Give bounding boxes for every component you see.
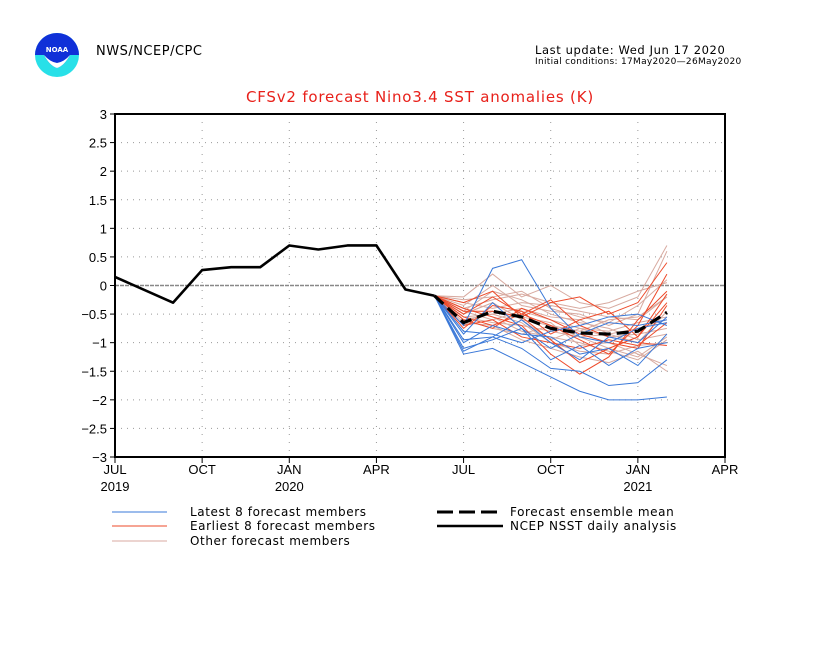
- other-member-line: [434, 295, 668, 344]
- y-axis: 3 2.5 2 1.5 1 0.5 0 −0.5 −1 −1.5 −2 −2.5 −3: [81, 107, 115, 465]
- x-tick-label: JUL: [452, 462, 475, 477]
- latest-member-line: [434, 295, 668, 344]
- y-tick-label: −0.5: [81, 307, 107, 322]
- x-axis: JUL 2019 OCT JAN 2020 APR JUL OCT JAN 2021 APR: [101, 457, 739, 494]
- x-tick-label: OCT: [188, 462, 216, 477]
- legend-label-latest: Latest 8 forecast members: [190, 505, 367, 519]
- organization-label: NWS/NCEP/CPC: [96, 44, 203, 59]
- earliest-member-line: [434, 295, 668, 349]
- y-tick-label: −2.5: [81, 421, 107, 436]
- ensemble-mean-line: [433, 294, 668, 336]
- x-tick-year-label: 2020: [275, 479, 304, 494]
- analysis-line: [114, 244, 435, 304]
- earliest-member-line: [434, 262, 668, 318]
- latest-member-line: [434, 295, 668, 349]
- legend-label-mean: Forecast ensemble mean: [510, 505, 674, 519]
- chart-title: CFSv2 forecast Nino3.4 SST anomalies (K): [245, 88, 594, 106]
- legend-label-other: Other forecast members: [190, 534, 350, 548]
- y-tick-label: −1.5: [81, 364, 107, 379]
- y-tick-label: 0.5: [89, 250, 107, 265]
- y-tick-label: −3: [92, 450, 107, 465]
- y-tick-label: 1: [100, 221, 107, 236]
- ensemble-mean: [433, 294, 668, 336]
- y-tick-label: 0: [100, 279, 107, 294]
- x-tick-year-label: 2021: [623, 479, 652, 494]
- y-tick-label: 2.5: [89, 136, 107, 151]
- x-tick-label: JUL: [103, 462, 126, 477]
- x-tick-label: APR: [363, 462, 390, 477]
- legend-label-earliest: Earliest 8 forecast members: [190, 519, 376, 533]
- latest-member-line: [434, 295, 668, 387]
- noaa-logo-icon: NOAA: [35, 33, 79, 77]
- y-tick-label: 1.5: [89, 193, 107, 208]
- x-tick-label: JAN: [626, 462, 651, 477]
- latest-member-line: [434, 295, 667, 401]
- x-tick-year-label: 2019: [101, 479, 130, 494]
- noaa-logo: NOAA: [34, 32, 80, 78]
- latest-member-line: [434, 295, 668, 361]
- y-tick-label: −1: [92, 336, 107, 351]
- latest-members: [434, 259, 668, 401]
- x-tick-label: APR: [712, 462, 739, 477]
- y-tick-label: −2: [92, 393, 107, 408]
- earliest-members: [434, 262, 668, 375]
- earliest-member-line: [434, 273, 668, 355]
- latest-member-line: [434, 295, 668, 367]
- last-update-label: Last update: Wed Jun 17 2020: [535, 43, 726, 57]
- other-member-line: [434, 295, 668, 321]
- analysis: [114, 244, 435, 304]
- y-tick-label: 2: [100, 164, 107, 179]
- initial-conditions-label: Initial conditions: 17May2020—26May2020: [535, 57, 742, 67]
- y-tick-label: 3: [100, 107, 107, 122]
- legend-label-analysis: NCEP NSST daily analysis: [510, 519, 677, 533]
- latest-member-line: [434, 295, 668, 367]
- x-tick-label: OCT: [537, 462, 565, 477]
- logo-text: NOAA: [46, 46, 69, 54]
- earliest-member-line: [434, 295, 668, 338]
- other-member-line: [434, 245, 668, 309]
- x-tick-label: JAN: [277, 462, 302, 477]
